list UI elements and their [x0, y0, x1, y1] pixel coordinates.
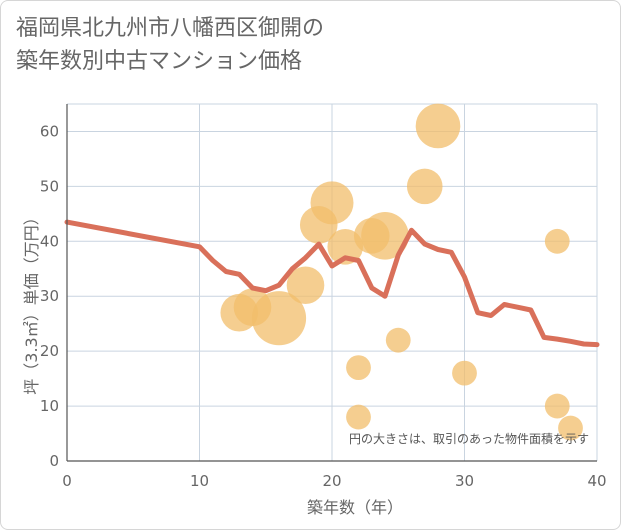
bubble-13: [415, 103, 461, 149]
y-tick-label-30: 30: [40, 287, 59, 305]
bubble-10: [361, 212, 409, 260]
bubble-12: [406, 168, 443, 205]
y-tick-label-0: 0: [49, 452, 59, 470]
bubble-17: [558, 415, 583, 441]
x-tick-label-40: 40: [587, 472, 606, 490]
bubble-8: [346, 404, 371, 430]
bubble-14: [452, 360, 477, 386]
x-tick-label-0: 0: [62, 472, 72, 490]
tick-labels: 0 10 20 30 40 50 60 0 10 20 30 40: [40, 122, 607, 490]
y-tick-label-50: 50: [40, 177, 59, 195]
bubble-15: [544, 228, 570, 254]
axes: [66, 104, 597, 462]
bubble-16: [544, 393, 570, 419]
y-tick-label-10: 10: [40, 397, 59, 415]
bubble-2: [251, 291, 307, 346]
y-tick-label-60: 60: [40, 122, 59, 140]
y-tick-label-20: 20: [40, 342, 59, 360]
x-tick-label-20: 20: [322, 472, 341, 490]
size-note: 円の大きさは、取引のあった物件面積を示す: [349, 431, 589, 446]
x-tick-label-30: 30: [455, 472, 474, 490]
y-axis-label: 坪（3.3㎡）単価（万円）: [22, 209, 41, 394]
bubble-7: [346, 355, 371, 381]
x-tick-label-10: 10: [190, 472, 209, 490]
y-tick-label-40: 40: [40, 232, 59, 250]
chart-title: 福岡県北九州市八幡西区御開の 築年数別中古マンション価格: [16, 16, 325, 74]
bubble-11: [385, 327, 411, 353]
trend-line: [64, 219, 600, 348]
bubble-series: [220, 103, 583, 441]
bubble-3: [286, 266, 325, 305]
bubble-5: [310, 181, 354, 225]
x-axis-label: 築年数（年）: [307, 498, 403, 517]
